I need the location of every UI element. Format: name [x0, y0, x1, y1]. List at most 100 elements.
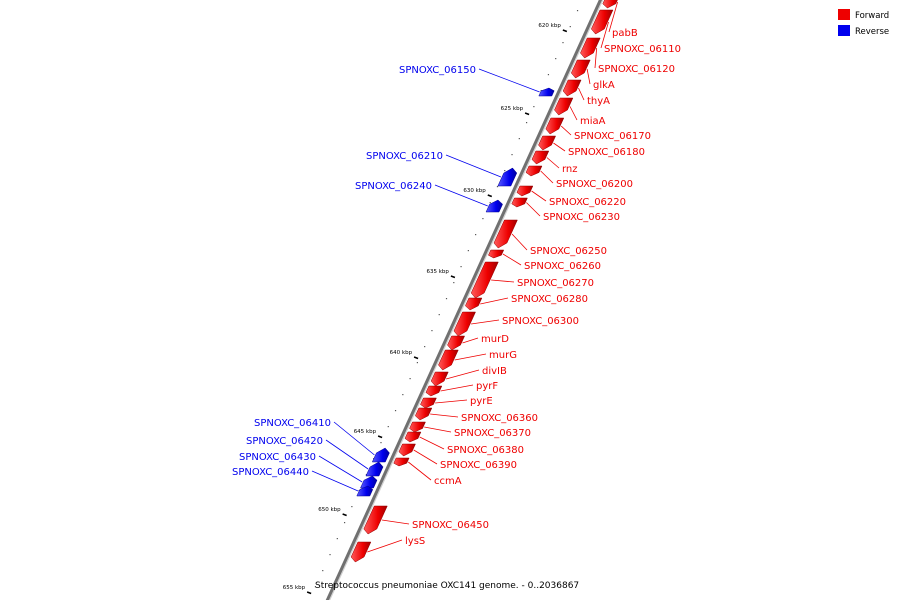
- minor-tick: [322, 570, 324, 572]
- forward-gene-murd: [447, 335, 466, 351]
- gene-label-spnoxc_06230[interactable]: SPNOXC_06230: [543, 212, 620, 223]
- tick-label: 655 kbp: [283, 585, 306, 591]
- minor-tick: [467, 250, 469, 252]
- gene-label-pyre[interactable]: pyrE: [470, 396, 493, 407]
- gene-label-spnoxc_06250[interactable]: SPNOXC_06250: [530, 246, 607, 257]
- gene-label-spnoxc_06450[interactable]: SPNOXC_06450: [412, 520, 489, 531]
- gene-label-spnoxc_06440[interactable]: SPNOXC_06440: [232, 467, 309, 478]
- label-connector: [471, 319, 500, 325]
- gene-label-spnoxc_06270[interactable]: SPNOXC_06270: [517, 278, 594, 289]
- label-connector: [491, 279, 515, 283]
- reverse-gene-spnoxc_06410: [371, 447, 390, 463]
- gene-label-spnoxc_06430[interactable]: SPNOXC_06430: [239, 452, 316, 463]
- label-connector: [462, 337, 479, 344]
- minor-tick: [431, 330, 433, 332]
- gene-label-spnoxc_06390[interactable]: SPNOXC_06390: [440, 460, 517, 471]
- forward-gene-spnoxc_06260: [488, 249, 505, 259]
- label-connector: [531, 190, 547, 202]
- minor-tick: [329, 554, 331, 556]
- label-connector: [367, 539, 403, 553]
- gene-label-spnoxc_06180[interactable]: SPNOXC_06180: [568, 147, 645, 158]
- gene-label-spnoxc_06110[interactable]: SPNOXC_06110: [604, 44, 681, 55]
- minor-tick: [438, 314, 440, 316]
- label-connector: [586, 68, 591, 85]
- gene-label-spnoxc_06360[interactable]: SPNOXC_06360: [461, 413, 538, 424]
- minor-tick: [351, 506, 353, 508]
- gene-label-pabb[interactable]: pabB: [612, 28, 638, 39]
- label-connector: [578, 87, 585, 101]
- label-connector: [600, 21, 609, 49]
- label-connector: [419, 436, 445, 450]
- minor-tick: [547, 74, 550, 76]
- gene-label-murg[interactable]: murG: [489, 350, 517, 361]
- gene-label-spnoxc_06210[interactable]: SPNOXC_06210: [366, 151, 443, 162]
- legend-reverse-label: Reverse: [855, 27, 889, 37]
- label-connector: [424, 426, 452, 433]
- legend-reverse-swatch: [838, 25, 850, 36]
- tick-label: 645 kbp: [354, 429, 377, 435]
- gene-label-spnoxc_06410[interactable]: SPNOXC_06410: [254, 418, 331, 429]
- label-connector: [440, 384, 474, 392]
- gene-label-murd[interactable]: murD: [481, 334, 509, 345]
- label-connector: [311, 470, 359, 492]
- gene-label-spnoxc_06170[interactable]: SPNOXC_06170: [574, 131, 651, 142]
- legend: Forward Reverse: [838, 9, 889, 37]
- minor-tick: [525, 122, 528, 124]
- minor-tick: [445, 298, 448, 300]
- gene-label-pyrf[interactable]: pyrF: [476, 381, 498, 392]
- gene-label-thya[interactable]: thyA: [587, 96, 610, 107]
- gene-label-spnoxc_06200[interactable]: SPNOXC_06200: [556, 179, 633, 190]
- minor-tick: [504, 170, 506, 172]
- forward-gene-thya: [562, 79, 582, 97]
- tick-mark: [413, 356, 419, 360]
- tick-label: 625 kbp: [501, 106, 524, 112]
- gene-label-divib[interactable]: divIB: [482, 366, 507, 377]
- gene-labels: pabB SPNOXC_06110 SPNOXC_06120 glkA thyA miaA…: [232, 28, 681, 547]
- minor-tick: [475, 234, 477, 236]
- forward-gene-glka: [570, 59, 591, 79]
- gene-label-ccma[interactable]: ccmA: [434, 476, 462, 487]
- minor-tick: [416, 362, 418, 364]
- forward-gene-spnoxc_06450: [363, 505, 388, 535]
- genome-backbone: [325, 0, 604, 600]
- gene-label-spnoxc_06420[interactable]: SPNOXC_06420: [246, 436, 323, 447]
- label-connector: [430, 413, 459, 418]
- gene-label-rnz[interactable]: rnz: [562, 164, 578, 175]
- forward-gene-spnoxc_06270: [470, 261, 499, 299]
- reverse-gene-spnoxc_06420: [365, 461, 384, 477]
- gene-label-spnoxc_06300[interactable]: SPNOXC_06300: [502, 316, 579, 327]
- tick-mark: [450, 275, 456, 279]
- gene-label-glka[interactable]: glkA: [593, 80, 615, 91]
- gene-label-spnoxc_06240[interactable]: SPNOXC_06240: [355, 181, 432, 192]
- forward-gene-rnz: [531, 150, 550, 165]
- minor-tick: [380, 442, 382, 444]
- genome-caption: Streptococcus pneumoniae OXC141 genome. …: [315, 581, 579, 591]
- gene-label-spnoxc_06260[interactable]: SPNOXC_06260: [524, 261, 601, 272]
- label-connector: [325, 439, 369, 470]
- gene-label-spnoxc_06120[interactable]: SPNOXC_06120: [598, 64, 675, 75]
- gene-label-spnoxc_06370[interactable]: SPNOXC_06370: [454, 428, 531, 439]
- gene-label-miaa[interactable]: miaA: [580, 116, 606, 127]
- minor-tick: [314, 586, 317, 588]
- tick-mark: [306, 591, 312, 595]
- label-connector: [560, 125, 572, 136]
- gene-label-spnoxc_06150[interactable]: SPNOXC_06150: [399, 65, 476, 76]
- gene-label-spnoxc_06220[interactable]: SPNOXC_06220: [549, 197, 626, 208]
- gene-label-lyss[interactable]: lysS: [405, 536, 425, 547]
- gene-label-spnoxc_06380[interactable]: SPNOXC_06380: [447, 445, 524, 456]
- minor-tick: [482, 218, 484, 220]
- label-connector: [546, 157, 560, 169]
- minor-tick: [533, 106, 535, 108]
- label-connector: [318, 455, 363, 483]
- gene-label-spnoxc_06280[interactable]: SPNOXC_06280: [511, 294, 588, 305]
- tick-label: 635 kbp: [426, 269, 449, 275]
- tick-label: 620 kbp: [538, 23, 561, 29]
- minor-tick: [576, 10, 579, 12]
- forward-gene-spnoxc_06300: [453, 311, 476, 337]
- label-connector: [413, 449, 438, 465]
- forward-gene-spnoxc_06370: [409, 421, 426, 433]
- label-connector: [454, 353, 487, 361]
- label-connector: [408, 461, 432, 481]
- tick-mark: [487, 194, 493, 198]
- minor-tick: [460, 266, 462, 268]
